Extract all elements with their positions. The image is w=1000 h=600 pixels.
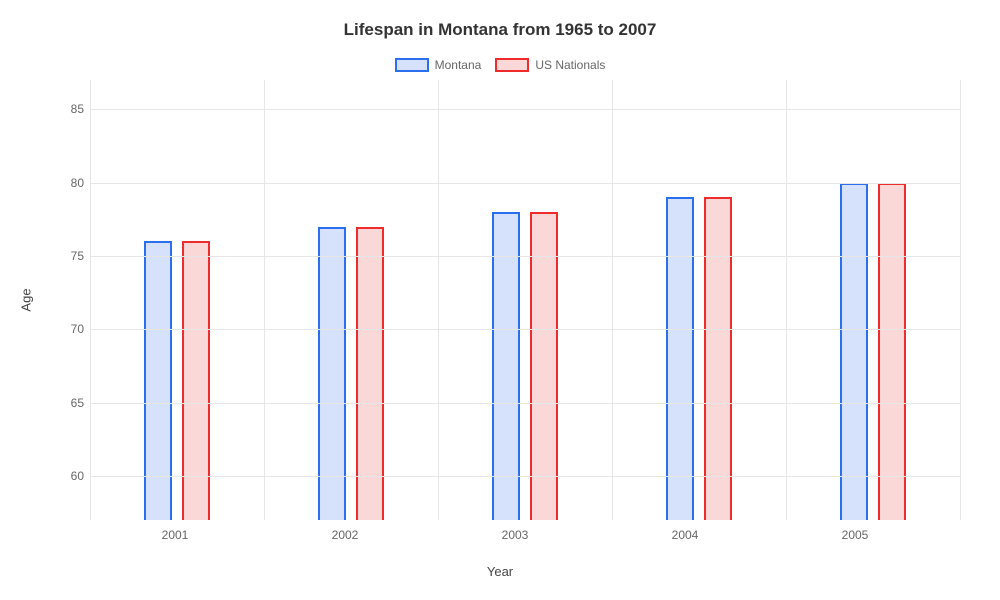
bar-group — [438, 80, 612, 520]
bar — [878, 183, 906, 520]
x-axis-label: Year — [20, 564, 980, 579]
bar — [840, 183, 868, 520]
vgridline — [960, 80, 961, 520]
y-tick-label: 85 — [50, 102, 84, 116]
gridline — [90, 329, 960, 330]
x-tick-label: 2004 — [672, 528, 699, 542]
chart-container: Lifespan in Montana from 1965 to 2007 Mo… — [0, 0, 1000, 600]
legend-label: US Nationals — [535, 58, 605, 72]
plot-area — [90, 80, 960, 520]
bar — [704, 197, 732, 520]
y-tick-label: 60 — [50, 469, 84, 483]
bar — [144, 241, 172, 520]
bar — [666, 197, 694, 520]
bar-group — [612, 80, 786, 520]
y-tick-label: 65 — [50, 396, 84, 410]
x-tick-label: 2002 — [332, 528, 359, 542]
gridline — [90, 256, 960, 257]
gridline — [90, 183, 960, 184]
vgridline — [786, 80, 787, 520]
gridline — [90, 403, 960, 404]
bar-group — [264, 80, 438, 520]
y-axis: 60 65 70 75 80 85 — [50, 80, 90, 520]
gridline — [90, 109, 960, 110]
x-tick-label: 2003 — [502, 528, 529, 542]
vgridline — [612, 80, 613, 520]
bar — [182, 241, 210, 520]
vgridline — [264, 80, 265, 520]
y-tick-label: 80 — [50, 176, 84, 190]
legend-swatch — [495, 58, 529, 72]
x-axis: 2001 2002 2003 2004 2005 — [90, 520, 940, 560]
bars-layer — [90, 80, 960, 520]
bar-group — [786, 80, 960, 520]
legend-label: Montana — [435, 58, 482, 72]
bar-group — [90, 80, 264, 520]
vgridline — [90, 80, 91, 520]
legend-swatch — [395, 58, 429, 72]
vgridline — [438, 80, 439, 520]
y-axis-label: Age — [19, 288, 34, 311]
y-tick-label: 75 — [50, 249, 84, 263]
chart-title: Lifespan in Montana from 1965 to 2007 — [20, 20, 980, 40]
bar — [530, 212, 558, 520]
x-tick-label: 2005 — [842, 528, 869, 542]
bar — [492, 212, 520, 520]
x-tick-label: 2001 — [162, 528, 189, 542]
plot-area-wrapper: Age 606570758085 — [50, 80, 980, 520]
y-tick-label: 70 — [50, 322, 84, 336]
legend: Montana US Nationals — [20, 58, 980, 72]
legend-item: Montana — [395, 58, 482, 72]
legend-item: US Nationals — [495, 58, 605, 72]
gridline — [90, 476, 960, 477]
